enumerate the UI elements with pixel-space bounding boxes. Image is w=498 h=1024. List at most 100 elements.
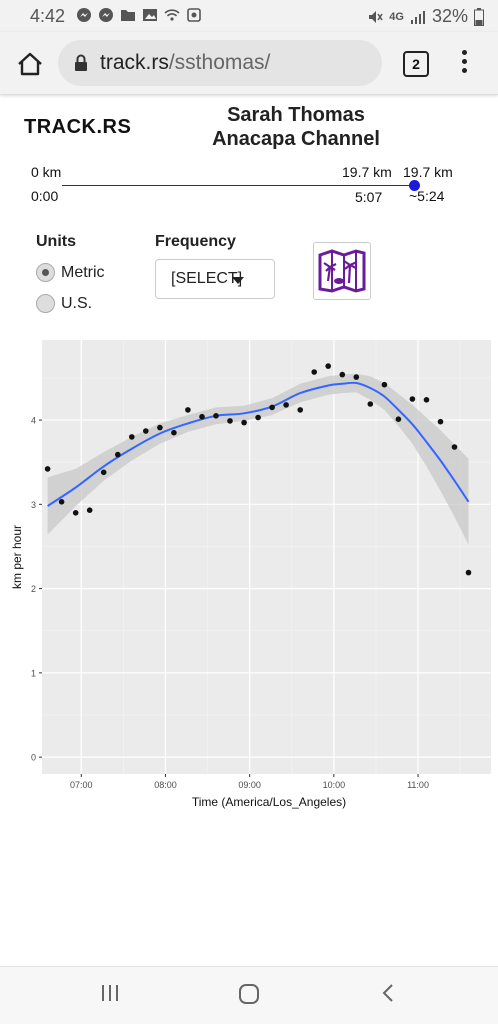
y-axis-label: km per hour bbox=[10, 525, 24, 589]
brand-logo: TRACK.RS bbox=[24, 116, 132, 138]
network-type: 4G bbox=[389, 10, 404, 23]
data-point bbox=[185, 407, 191, 413]
messenger-icon-2 bbox=[99, 8, 113, 22]
y-tick-label: 2 bbox=[31, 584, 36, 594]
x-tick-label: 07:00 bbox=[70, 780, 93, 790]
data-point bbox=[395, 416, 402, 422]
data-point bbox=[129, 434, 135, 440]
x-tick-label: 10:00 bbox=[323, 780, 346, 790]
mute-icon bbox=[369, 10, 383, 23]
swim-route: Anacapa Channel bbox=[212, 128, 380, 150]
data-point bbox=[465, 569, 472, 576]
data-point bbox=[115, 451, 121, 458]
us-radio[interactable] bbox=[36, 294, 55, 313]
metric-option[interactable]: Metric bbox=[36, 263, 105, 282]
start-distance: 0 km bbox=[31, 164, 62, 180]
total-distance: 19.7 km bbox=[403, 164, 453, 180]
x-tick-label: 09:00 bbox=[238, 780, 261, 790]
data-point bbox=[423, 397, 430, 403]
metric-radio[interactable] bbox=[36, 263, 55, 282]
data-point bbox=[297, 407, 304, 413]
x-tick-label: 08:00 bbox=[154, 780, 177, 790]
frequency-label: Frequency bbox=[155, 233, 236, 250]
confidence-band bbox=[47, 373, 469, 545]
battery-icon bbox=[474, 7, 484, 26]
back-icon[interactable] bbox=[380, 983, 396, 1003]
progress-track bbox=[62, 185, 414, 186]
url-path: /ssthomas/ bbox=[168, 51, 271, 74]
data-point bbox=[451, 444, 458, 450]
total-time: ~5:24 bbox=[409, 188, 445, 204]
frequency-value: [SELECT] bbox=[171, 270, 243, 287]
us-option[interactable]: U.S. bbox=[36, 294, 92, 313]
map-button[interactable] bbox=[313, 242, 371, 300]
status-time: 4:42 bbox=[30, 6, 66, 26]
data-point bbox=[367, 401, 374, 407]
browser-toolbar: track.rs/ssthomas/ 2 bbox=[0, 32, 498, 95]
notification-icons bbox=[76, 7, 202, 23]
data-point bbox=[311, 369, 318, 375]
status-bar: 4:42 4G 32% bbox=[0, 0, 498, 32]
recent-apps-icon[interactable] bbox=[100, 983, 120, 1003]
page-title: Sarah Thomas Anacapa Channel bbox=[190, 103, 402, 151]
data-point bbox=[86, 507, 93, 513]
data-point bbox=[269, 404, 275, 411]
y-tick-label: 1 bbox=[31, 668, 36, 678]
data-point bbox=[437, 418, 444, 425]
data-point bbox=[241, 419, 247, 426]
home-nav-icon[interactable] bbox=[238, 983, 260, 1005]
data-point bbox=[213, 413, 219, 419]
data-points bbox=[44, 363, 472, 576]
y-tick-label: 3 bbox=[31, 500, 36, 510]
x-axis-label: Time (America/Los_Angeles) bbox=[192, 795, 346, 809]
battery-percent: 32% bbox=[431, 6, 468, 26]
data-point bbox=[353, 374, 360, 380]
android-nav-bar bbox=[0, 966, 498, 1024]
data-point bbox=[100, 469, 107, 476]
current-distance: 19.7 km bbox=[342, 164, 392, 180]
data-point bbox=[143, 428, 149, 434]
frequency-select[interactable]: [SELECT] bbox=[155, 259, 275, 299]
data-point bbox=[325, 363, 332, 369]
tab-switcher-button[interactable]: 2 bbox=[403, 51, 429, 77]
data-point bbox=[44, 466, 51, 472]
data-point bbox=[58, 499, 65, 505]
axis-ticks: 0 1 2 3 4 07:00 08:00 09:00 10:00 11:00 bbox=[31, 416, 429, 790]
address-bar[interactable]: track.rs/ssthomas/ bbox=[58, 40, 382, 86]
chevron-down-icon bbox=[232, 277, 244, 284]
folder-icon bbox=[121, 10, 135, 21]
data-point bbox=[283, 402, 289, 408]
app-notification-icon bbox=[187, 8, 201, 22]
y-tick-label: 0 bbox=[31, 753, 36, 763]
lock-icon bbox=[75, 54, 87, 71]
data-point bbox=[381, 381, 388, 388]
swimmer-name: Sarah Thomas bbox=[227, 104, 365, 126]
us-label: U.S. bbox=[61, 294, 93, 312]
units-label: Units bbox=[36, 233, 76, 250]
url-text: track.rs/ssthomas/ bbox=[100, 51, 270, 75]
url-domain: track.rs bbox=[100, 51, 169, 74]
metric-label: Metric bbox=[61, 263, 105, 281]
wifi-icon bbox=[164, 9, 180, 21]
progress-marker[interactable] bbox=[409, 180, 420, 191]
gallery-icon bbox=[143, 9, 157, 21]
speed-chart: 0 1 2 3 4 07:00 08:00 09:00 10:00 11:00 Time (Ame… bbox=[10, 340, 491, 809]
data-point bbox=[409, 396, 416, 402]
data-point bbox=[255, 414, 261, 421]
y-tick-label: 4 bbox=[31, 416, 36, 426]
data-point bbox=[227, 418, 233, 424]
data-point bbox=[339, 371, 346, 378]
messenger-icon bbox=[77, 8, 91, 22]
data-point bbox=[199, 413, 205, 420]
data-point bbox=[171, 429, 177, 436]
home-icon[interactable] bbox=[16, 50, 44, 78]
map-icon bbox=[318, 249, 366, 293]
trend-line bbox=[47, 381, 470, 507]
current-time: 5:07 bbox=[355, 189, 383, 205]
data-point bbox=[72, 510, 79, 516]
data-point bbox=[157, 424, 163, 431]
status-right: 4G 32% bbox=[367, 6, 484, 27]
start-time: 0:00 bbox=[31, 188, 59, 204]
more-menu-icon[interactable] bbox=[460, 50, 468, 78]
x-tick-label: 11:00 bbox=[407, 780, 429, 790]
